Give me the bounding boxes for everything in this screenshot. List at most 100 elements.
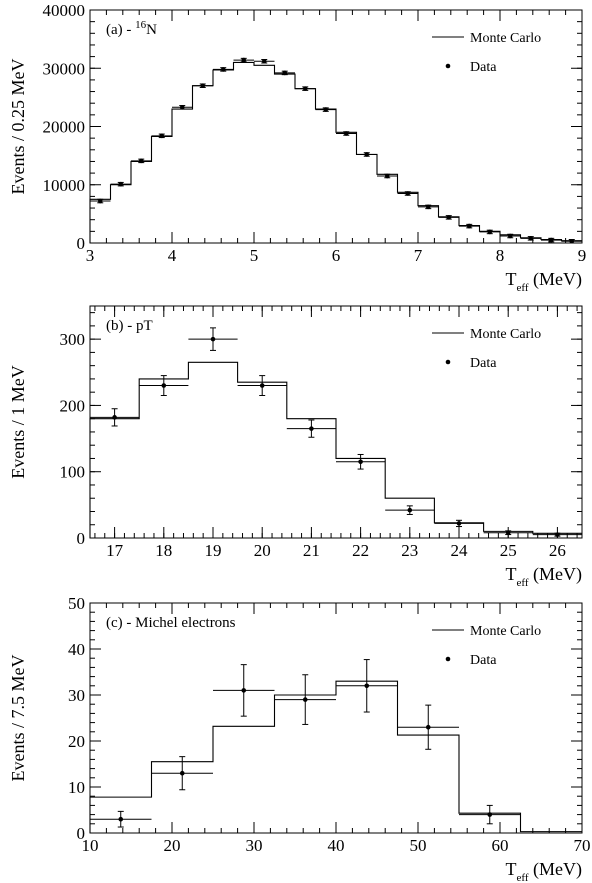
x-axis-title-main: T [506,859,517,879]
data-marker [200,83,206,89]
legend-point-swatch [445,63,451,69]
y-tick-label: 20 [68,732,85,751]
panel-label-text: (b) - pT [106,318,153,334]
x-axis-title-sub: eff [517,577,529,589]
data-point [254,58,275,64]
x-axis-title-main: T [506,564,517,584]
monte-carlo-step-line [89,680,582,833]
data-point [131,158,152,164]
data-marker [456,521,462,526]
data-marker [407,507,413,513]
data-marker [323,107,329,112]
data-marker [528,236,534,241]
y-tick-label: 30 [68,686,85,705]
data-marker [302,697,308,702]
y-tick-label: 50 [68,594,85,613]
data-point [151,133,172,139]
x-tick-label: 26 [549,541,566,560]
data-marker [112,415,117,420]
x-tick-label: 17 [106,541,124,560]
x-tick-label: 4 [168,246,177,265]
data-point [561,238,582,244]
data-marker [487,229,493,235]
data-marker [309,426,314,431]
x-tick-label: 8 [496,246,505,265]
data-marker [118,816,124,822]
panel-label: (a) - 16N [106,19,157,38]
monte-carlo-step-line [89,61,582,243]
data-point [336,453,386,470]
data-point [520,236,541,241]
data-point [90,198,111,204]
data-point [90,810,152,828]
y-tick-label: 200 [60,396,86,415]
y-tick-label: 30000 [43,59,86,78]
chart-panel-1: 17 18 19 20 21 22 23 24 25 26 0 100 200 300 Events / 1… [8,305,583,589]
x-tick-label: 22 [352,541,369,560]
y-tick-label: 10000 [43,176,86,195]
data-point [385,505,435,515]
data-marker [555,532,560,537]
x-axis-title-sub: eff [517,282,529,294]
data-marker [161,383,167,388]
data-point [213,664,275,717]
data-point [172,104,193,110]
data-marker [220,67,226,72]
x-tick-label: 5 [250,246,259,265]
data-marker [505,530,511,535]
data-point [90,408,140,427]
x-tick-label: 21 [303,541,320,560]
legend-label-monte-carlo: Monte Carlo [470,624,541,639]
data-point [479,229,500,235]
y-tick-label: 10 [68,778,85,797]
data-marker [241,57,247,63]
data-marker [343,131,349,136]
y-tick-label: 0 [77,824,86,843]
data-point [397,704,459,750]
y-tick-label: 40 [68,640,85,659]
monte-carlo-step-line [89,361,582,538]
data-marker [364,683,370,689]
chart-panel-0: 3 4 5 6 7 8 9 0 10000 20000 30000 40000 Events / 0.2… [8,1,586,294]
data-marker [487,812,493,817]
data-marker [179,770,185,776]
data-marker [466,223,472,229]
data-point [418,204,439,210]
x-tick-label: 9 [578,246,587,265]
data-point [336,659,398,713]
data-point [188,327,238,351]
data-point [213,67,234,72]
data-point [315,107,336,112]
data-marker [261,58,267,64]
y-tick-label: 20000 [43,118,86,137]
data-point [233,57,254,63]
data-marker [210,336,216,342]
y-axis-title: Events / 7.5 MeV [8,655,28,782]
data-point [500,233,521,239]
data-marker [384,173,390,179]
data-marker [358,459,363,465]
data-point [237,375,287,396]
x-axis-title-sub: eff [517,872,529,883]
panel-label-sup: 16 [135,19,147,31]
legend-label-data: Data [470,60,497,75]
y-tick-label: 40000 [43,1,86,20]
data-marker [259,383,265,388]
data-point [295,86,316,91]
y-tick-label: 100 [60,463,86,482]
data-point [110,181,131,187]
x-axis-title-unit: (MeV) [529,564,582,585]
x-tick-label: 70 [574,836,591,855]
x-axis-title: Teff (MeV) [506,859,583,883]
data-point [377,173,398,179]
panel-label-tail: N [146,22,157,38]
data-point [438,215,459,220]
panel-label: (b) - pT [106,318,153,334]
panel-label: (c) - Michel electrons [106,615,236,631]
x-tick-label: 18 [155,541,172,560]
data-marker [282,70,288,76]
data-point [397,191,418,196]
data-marker [425,204,431,210]
y-axis-title: Events / 0.25 MeV [8,59,28,195]
